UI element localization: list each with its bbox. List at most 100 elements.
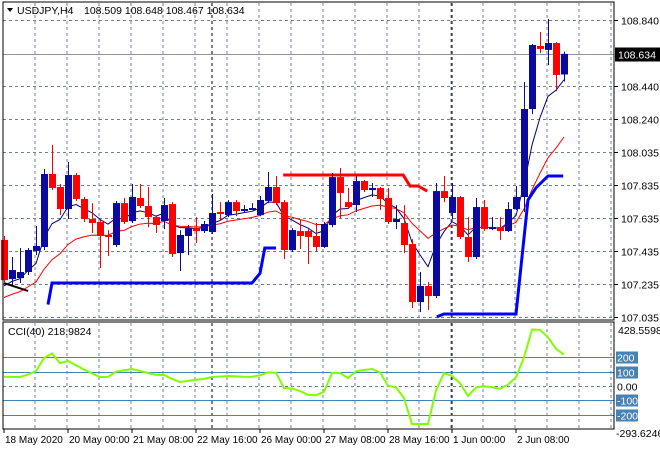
candle-body <box>417 285 424 303</box>
bull-candle <box>41 169 48 250</box>
bear-candle <box>273 175 280 206</box>
candle-body <box>25 249 32 273</box>
support-step-line <box>46 246 276 305</box>
candle-body <box>65 174 72 210</box>
support-step-line <box>436 174 564 319</box>
candle-body <box>113 203 120 246</box>
bear-candle <box>305 229 312 264</box>
candle-body <box>321 223 328 248</box>
bull-candle <box>513 185 520 210</box>
candle-body <box>33 246 40 251</box>
bull-candle <box>129 184 136 223</box>
candle-body <box>17 272 24 279</box>
bull-candle <box>289 228 296 252</box>
ohlc-label: 108.509 108.648 108.467 108.634 <box>84 5 245 17</box>
bear-candle <box>105 230 112 257</box>
candle-body <box>345 202 352 208</box>
bear-candle <box>361 180 368 193</box>
candle-body <box>129 197 136 222</box>
candle-body <box>233 202 240 211</box>
bull-candle <box>9 257 16 286</box>
bull-candle <box>209 194 216 235</box>
candle-body <box>489 227 496 230</box>
bear-candle <box>481 199 488 232</box>
candle-body <box>433 191 440 297</box>
price-tick-label: 107.235 <box>621 280 659 292</box>
candle-body <box>105 235 112 238</box>
candle-body <box>9 270 16 280</box>
bull-candle <box>417 272 424 312</box>
bear-candle <box>537 32 544 54</box>
bull-candle <box>521 82 528 212</box>
cci-grid <box>34 323 612 429</box>
candle-body <box>209 212 216 233</box>
bear-candle <box>217 202 224 222</box>
bull-candle <box>185 224 192 256</box>
bull-candle <box>433 183 440 299</box>
candle-body <box>257 199 264 216</box>
candle-body <box>73 174 80 199</box>
price-tick-label: 108.840 <box>621 16 659 28</box>
time-tick-label: 21 May 08:00 <box>133 435 194 446</box>
bull-candle <box>473 197 480 260</box>
candle-body <box>497 227 504 232</box>
candle-body <box>377 187 384 199</box>
bull-candle <box>241 205 248 213</box>
bear-candle <box>409 238 416 309</box>
price-tick-label: 108.035 <box>621 148 659 160</box>
candle-body <box>89 219 96 223</box>
cci-level-label: -200 <box>617 411 638 423</box>
current-price-label: 108.634 <box>618 50 656 62</box>
candle-body <box>505 209 512 232</box>
time-tick-label: 2 Jun 08:00 <box>517 435 570 446</box>
candle-body <box>481 207 488 230</box>
bull-candle <box>17 247 24 284</box>
bear-candle <box>81 197 88 223</box>
candle-body <box>273 186 280 204</box>
candle-body <box>361 181 368 191</box>
bull-candle <box>65 161 72 220</box>
bull-candle <box>201 221 208 234</box>
trend-line <box>3 282 29 292</box>
bull-candle <box>545 19 552 66</box>
candle-body <box>185 228 192 236</box>
bear-candle <box>89 203 96 234</box>
candle-body <box>225 202 232 216</box>
bull-candle <box>329 172 336 228</box>
bear-candle <box>193 217 200 244</box>
bull-candle <box>561 51 568 82</box>
bear-candle <box>73 172 80 201</box>
bear-candle <box>97 220 104 269</box>
time-tick-label: 26 May 00:00 <box>261 435 322 446</box>
bull-candle <box>25 247 32 275</box>
bear-candle <box>1 235 8 283</box>
triangle-down-icon[interactable] <box>7 8 13 12</box>
bear-candle <box>345 187 352 210</box>
bull-candle <box>449 183 456 220</box>
resistance-step-line <box>283 173 428 193</box>
bull-candle <box>353 174 360 212</box>
main-grid <box>3 3 614 320</box>
candle-body <box>329 177 336 225</box>
candle-body <box>561 53 568 75</box>
candle-body <box>161 205 168 222</box>
bear-candle <box>337 168 344 219</box>
symbol-label: USDJPY,H4 <box>17 5 74 17</box>
candle-body <box>537 45 544 49</box>
cci-level-label: 0.00 <box>617 382 638 394</box>
bear-candle <box>465 217 472 262</box>
bear-candle <box>441 175 448 203</box>
cci-level-box <box>616 394 638 407</box>
bear-candle <box>457 196 464 239</box>
candle-body <box>305 231 312 237</box>
candle-body <box>265 186 272 201</box>
bear-candle <box>497 217 504 240</box>
candle-body <box>217 211 224 214</box>
current-price-box <box>615 47 660 62</box>
candle-body <box>337 177 344 194</box>
candle-body <box>41 173 48 248</box>
bear-candle <box>137 184 144 209</box>
cci-line <box>3 328 565 426</box>
bull-candle <box>393 205 400 230</box>
